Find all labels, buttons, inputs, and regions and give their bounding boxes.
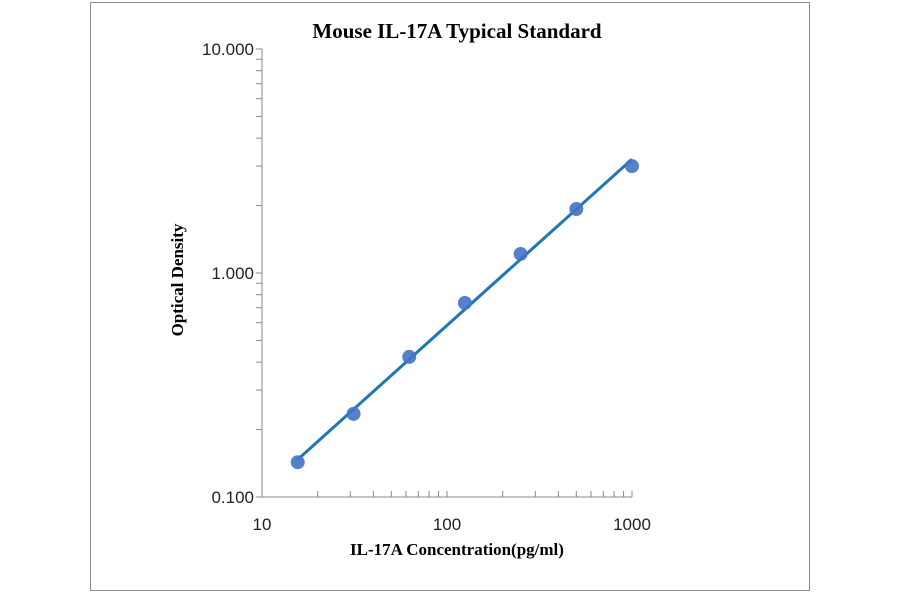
data-point [290, 455, 305, 470]
data-point [625, 159, 639, 174]
x-tick-label: 100 [433, 515, 461, 534]
y-tick-label: 1.000 [211, 264, 254, 283]
y-tick-label: 0.100 [211, 488, 254, 507]
chart-frame [90, 2, 810, 591]
data-point [402, 349, 417, 364]
chart-title: Mouse IL-17A Typical Standard [312, 19, 602, 43]
y-axis-label: Optical Density [168, 223, 187, 336]
x-tick-label: 1000 [613, 515, 651, 534]
x-tick-label: 10 [253, 515, 272, 534]
data-point [346, 406, 361, 421]
x-axis-label: IL-17A Concentration(pg/ml) [350, 540, 564, 559]
data-point [457, 295, 472, 310]
data-point [569, 202, 584, 217]
data-point [513, 246, 528, 261]
y-tick-label: 10.000 [202, 40, 254, 59]
